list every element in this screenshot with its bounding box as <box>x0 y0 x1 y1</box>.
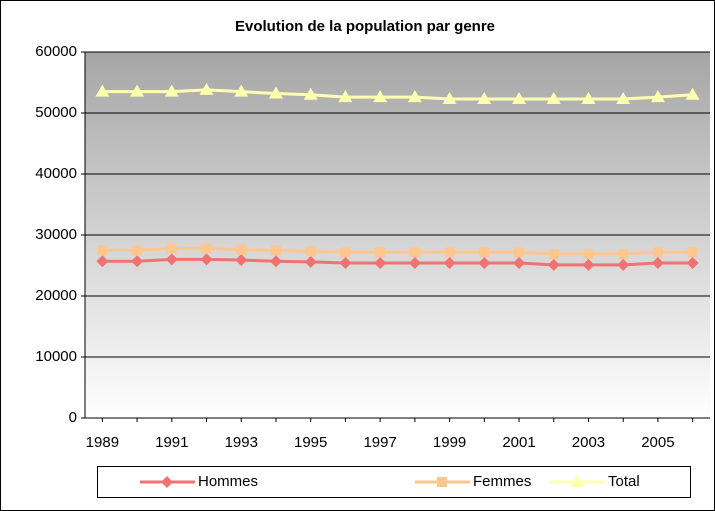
marker <box>616 91 631 104</box>
marker <box>512 91 527 104</box>
marker <box>686 257 699 270</box>
marker <box>338 90 353 103</box>
x-tick-label: 1997 <box>363 434 396 451</box>
legend-label: Hommes <box>198 473 258 490</box>
marker <box>548 248 559 259</box>
marker <box>408 257 421 270</box>
marker <box>236 244 247 255</box>
marker <box>95 84 110 97</box>
marker <box>270 245 281 256</box>
marker <box>132 245 143 256</box>
y-tick-label: 50000 <box>35 104 77 121</box>
x-tick-label: 1999 <box>433 434 466 451</box>
marker <box>650 90 665 103</box>
marker <box>199 82 214 95</box>
marker <box>547 258 560 271</box>
marker <box>618 248 629 259</box>
marker <box>651 257 664 270</box>
y-tick-label: 20000 <box>35 287 77 304</box>
marker <box>166 243 177 254</box>
marker <box>161 476 173 488</box>
marker <box>437 477 447 487</box>
marker <box>201 243 212 254</box>
chart-title: Evolution de la population par genre <box>235 18 495 35</box>
marker <box>583 248 594 259</box>
y-tick-label: 40000 <box>35 165 77 182</box>
marker <box>340 247 351 258</box>
marker <box>685 87 700 100</box>
marker <box>546 91 561 104</box>
marker <box>442 91 457 104</box>
marker <box>304 255 317 268</box>
legend-label: Femmes <box>473 473 531 490</box>
marker <box>164 84 179 97</box>
y-tick-label: 30000 <box>35 226 77 243</box>
marker <box>96 255 109 268</box>
marker <box>687 247 698 258</box>
marker <box>268 86 283 99</box>
marker <box>305 246 316 257</box>
marker <box>200 253 213 266</box>
marker <box>374 257 387 270</box>
marker <box>407 90 422 103</box>
series-line <box>102 246 693 256</box>
marker <box>130 84 145 97</box>
marker <box>582 258 595 271</box>
marker <box>477 91 492 104</box>
marker <box>581 91 596 104</box>
marker <box>375 247 386 258</box>
y-tick-label: 0 <box>69 409 77 426</box>
marker <box>165 253 178 266</box>
marker <box>617 258 630 271</box>
y-tick-label: 10000 <box>35 348 77 365</box>
x-tick-label: 1989 <box>86 434 119 451</box>
marker <box>652 247 663 258</box>
marker <box>570 475 584 487</box>
marker <box>303 87 318 100</box>
marker <box>409 247 420 258</box>
marker <box>513 257 526 270</box>
x-tick-label: 1993 <box>225 434 258 451</box>
marker <box>373 90 388 103</box>
x-tick-label: 2003 <box>572 434 605 451</box>
marker <box>131 255 144 268</box>
marker <box>479 247 490 258</box>
marker <box>514 247 525 258</box>
x-tick-label: 1991 <box>155 434 188 451</box>
y-tick-label: 60000 <box>35 43 77 60</box>
marker <box>234 84 249 97</box>
legend-label: Total <box>608 473 640 490</box>
marker <box>443 257 456 270</box>
marker <box>478 257 491 270</box>
marker <box>339 257 352 270</box>
x-tick-label: 2005 <box>641 434 674 451</box>
series-line <box>102 88 693 101</box>
marker <box>235 254 248 267</box>
x-tick-label: 2001 <box>502 434 535 451</box>
marker <box>97 245 108 256</box>
marker <box>444 247 455 258</box>
marker <box>269 255 282 268</box>
x-tick-label: 1995 <box>294 434 327 451</box>
